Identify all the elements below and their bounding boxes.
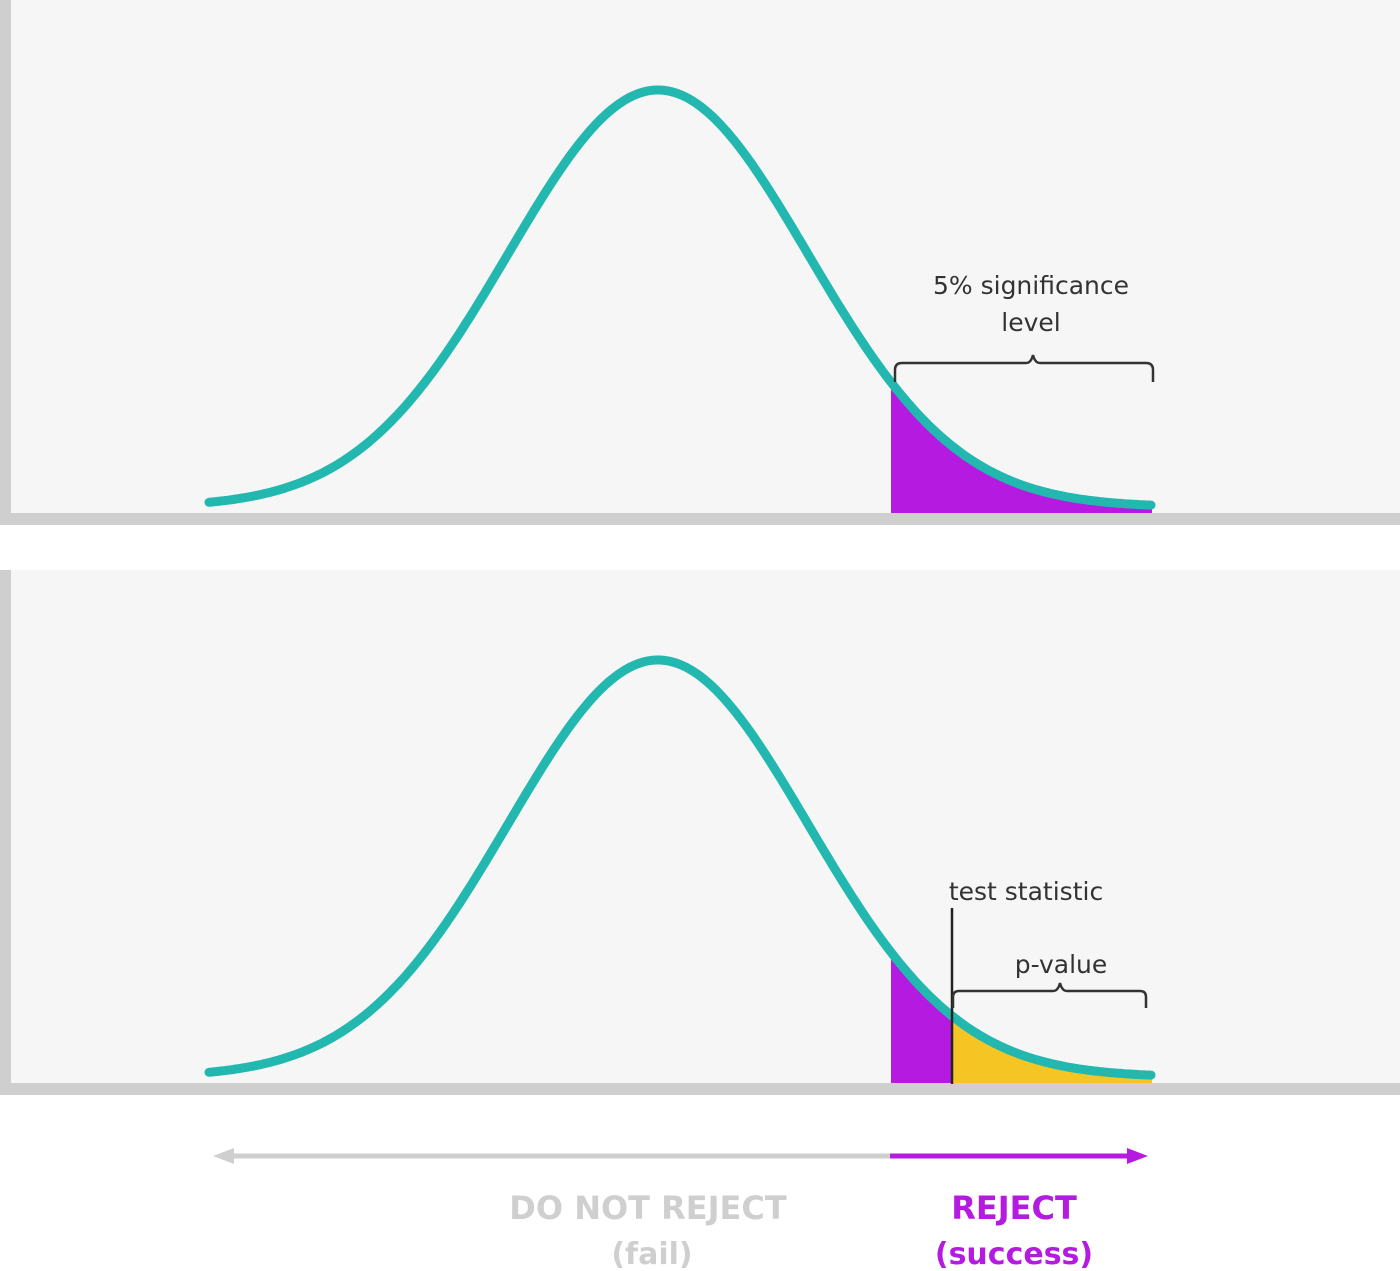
top-distribution-curve: [204, 85, 1156, 510]
reject-sublabel: (success): [935, 1237, 1093, 1271]
top-panel-background: [0, 0, 1400, 525]
do-not-reject-arrowhead: [213, 1148, 234, 1164]
top-panel-axis: [0, 513, 1400, 525]
top-panel: 5% significance level: [0, 0, 1400, 525]
reject-label: REJECT: [951, 1189, 1077, 1227]
bottom-panel: test statistic p-value: [0, 570, 1400, 1095]
top-rejection-region: [891, 382, 1152, 514]
bottom-panel-left-border: [0, 570, 11, 1095]
bottom-rejection-region: [891, 952, 952, 1084]
p-value-label: p-value: [1015, 950, 1108, 979]
significance-brace: [893, 354, 1155, 382]
bottom-panel-axis: [0, 1083, 1400, 1095]
decision-arrow: [213, 1148, 1148, 1164]
significance-label-line2: level: [1001, 308, 1060, 337]
bottom-distribution-curve: [204, 655, 1156, 1080]
p-value-brace: [951, 982, 1148, 1008]
reject-arrowhead: [1127, 1148, 1148, 1164]
bottom-panel-background: [0, 570, 1400, 1095]
test-statistic-label: test statistic: [949, 877, 1103, 906]
do-not-reject-sublabel: (fail): [611, 1237, 692, 1271]
do-not-reject-label: DO NOT REJECT: [509, 1189, 787, 1227]
p-value-region: [952, 1015, 1152, 1084]
significance-label-line1: 5% significance: [933, 271, 1129, 300]
top-panel-left-border: [0, 0, 11, 525]
